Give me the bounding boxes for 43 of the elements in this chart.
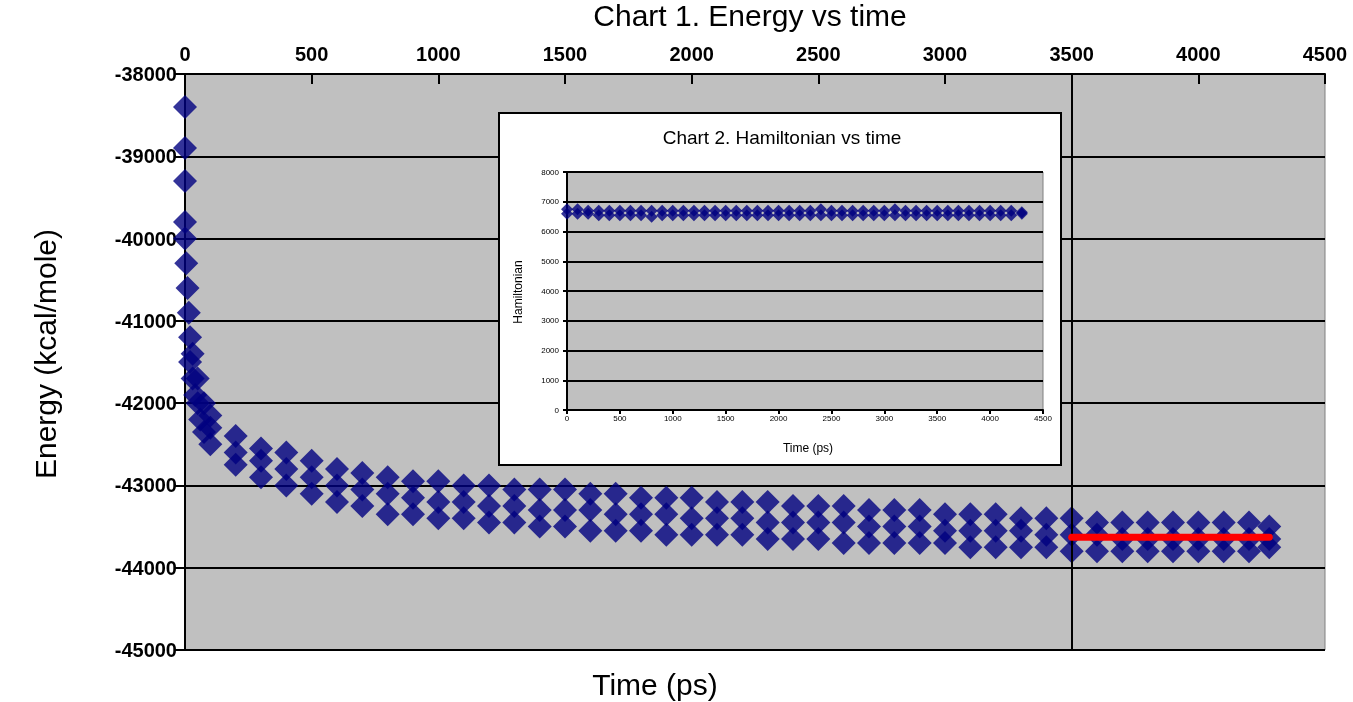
- x-tick-label: 4000: [981, 413, 1000, 423]
- x-tick-label: 4500: [1302, 43, 1348, 65]
- y-tick-label: 4000: [541, 286, 560, 296]
- x-tick-label: 500: [613, 413, 628, 423]
- y-tick-label: 0: [554, 405, 560, 415]
- y-tick-label: 3000: [541, 316, 560, 326]
- x-tick-label: 500: [294, 43, 329, 65]
- y-tick-label: -44000: [114, 556, 177, 579]
- y-axis-title: Energy (kcal/mole): [28, 228, 62, 480]
- x-tick-label: 4500: [1034, 413, 1053, 423]
- y-tick-label: -43000: [114, 474, 177, 497]
- x-tick-label: 1500: [542, 43, 588, 65]
- x-tick-label: 2000: [769, 413, 788, 423]
- x-tick-label: 0: [564, 413, 570, 423]
- x-axis-title: Time (ps): [782, 441, 834, 455]
- x-tick-label: 2500: [796, 43, 841, 65]
- chart-title: Chart 1. Energy vs time: [593, 0, 907, 32]
- x-tick-label: 1500: [716, 413, 736, 423]
- chart-title: Chart 2. Hamiltonian vs time: [662, 127, 902, 148]
- y-tick-label: -39000: [114, 145, 177, 168]
- y-tick-label: -40000: [114, 227, 177, 250]
- x-tick-label: 1000: [416, 43, 461, 65]
- y-tick-label: -45000: [114, 639, 177, 661]
- x-tick-label: 4000: [1176, 43, 1221, 65]
- y-tick-label: -38000: [114, 63, 177, 85]
- y-tick-label: 7000: [541, 197, 560, 207]
- y-tick-label: -41000: [114, 309, 177, 332]
- y-tick-label: 8000: [541, 167, 560, 177]
- y-axis-title: Hamiltonian: [511, 260, 525, 324]
- x-tick-label: 2000: [669, 43, 714, 65]
- x-axis-title: Time (ps): [592, 667, 718, 701]
- y-tick-label: -42000: [114, 392, 177, 415]
- y-tick-label: 6000: [541, 227, 560, 236]
- x-tick-label: 3000: [922, 43, 968, 65]
- x-tick-label: 1000: [663, 413, 683, 423]
- x-tick-label: 3500: [928, 413, 947, 423]
- x-tick-label: 3000: [875, 413, 894, 423]
- x-tick-label: 0: [179, 43, 191, 65]
- y-tick-label: 1000: [541, 375, 560, 385]
- y-tick-label: 2000: [541, 346, 560, 355]
- x-tick-label: 3500: [1049, 43, 1094, 65]
- x-tick-label: 2500: [822, 413, 841, 423]
- y-tick-label: 5000: [541, 256, 560, 266]
